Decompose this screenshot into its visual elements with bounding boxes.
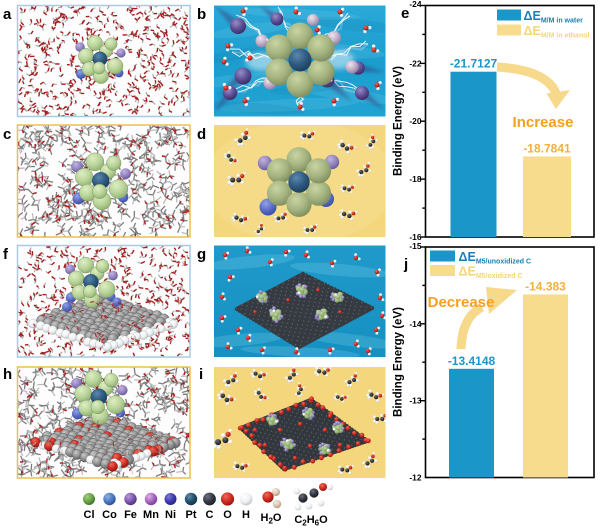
svg-text:Decrease: Decrease: [428, 294, 495, 311]
svg-text:C2H6O: C2H6O: [294, 514, 328, 527]
svg-text:Binding Energy (eV): Binding Energy (eV): [393, 307, 405, 417]
svg-text:Fe: Fe: [124, 509, 137, 521]
svg-text:a: a: [3, 6, 12, 23]
svg-text:Binding Energy (eV): Binding Energy (eV): [393, 66, 405, 176]
svg-text:g: g: [197, 246, 206, 263]
svg-text:Co: Co: [102, 509, 117, 521]
svg-text:b: b: [197, 6, 206, 23]
svg-text:H: H: [242, 509, 250, 521]
svg-text:C: C: [206, 509, 214, 521]
svg-text:Increase: Increase: [513, 114, 574, 131]
svg-text:f: f: [3, 246, 9, 263]
svg-text:-14.383: -14.383: [525, 279, 566, 293]
svg-text:c: c: [3, 126, 11, 143]
svg-text:-15: -15: [409, 241, 421, 251]
svg-text:-20: -20: [409, 116, 421, 126]
svg-text:-13.4148: -13.4148: [448, 354, 496, 368]
svg-text:Ni: Ni: [165, 509, 176, 521]
svg-text:-14: -14: [409, 319, 421, 329]
svg-text:-13: -13: [409, 396, 421, 406]
svg-text:-16: -16: [409, 232, 421, 242]
svg-text:-24: -24: [409, 0, 421, 9]
svg-text:O: O: [223, 509, 232, 521]
svg-text:-22: -22: [409, 58, 421, 68]
svg-text:Cl: Cl: [84, 509, 95, 521]
svg-text:j: j: [403, 256, 408, 273]
svg-text:H2O: H2O: [261, 512, 282, 526]
svg-text:i: i: [199, 366, 203, 383]
svg-text:-12: -12: [409, 473, 421, 483]
svg-text:-21.7127: -21.7127: [450, 57, 498, 71]
svg-text:d: d: [197, 126, 206, 143]
svg-text:h: h: [3, 366, 12, 383]
svg-text:e: e: [401, 5, 409, 22]
svg-text:Mn: Mn: [143, 509, 159, 521]
svg-text:Pt: Pt: [186, 509, 197, 521]
svg-text:-18: -18: [409, 174, 421, 184]
svg-text:-18.7841: -18.7841: [523, 141, 571, 155]
